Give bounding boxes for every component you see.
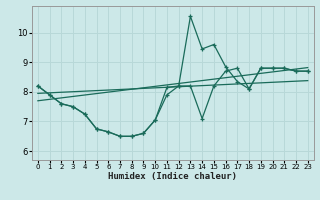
X-axis label: Humidex (Indice chaleur): Humidex (Indice chaleur) — [108, 172, 237, 181]
